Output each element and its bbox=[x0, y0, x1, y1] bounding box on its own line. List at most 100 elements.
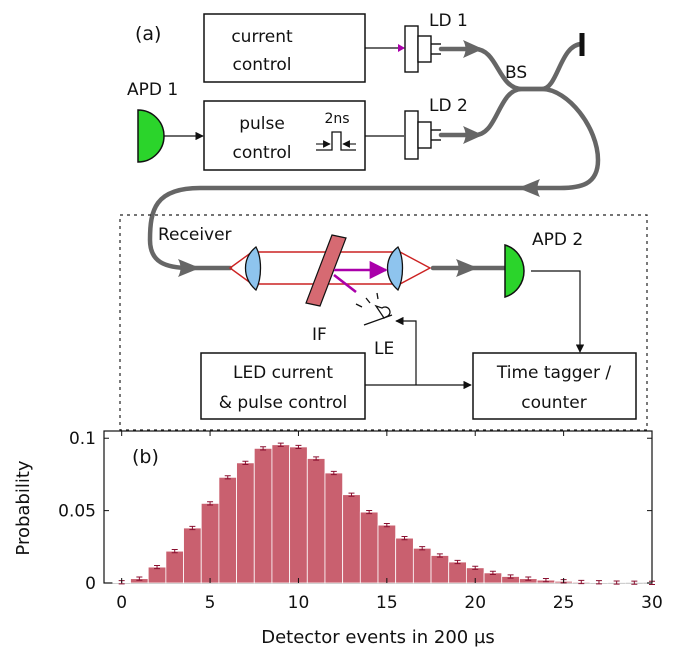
led-control-to-emitter-arrow bbox=[395, 316, 417, 385]
pulse-control-line2: control bbox=[233, 143, 292, 163]
chart-y-tick-label: 0 bbox=[85, 574, 96, 594]
chart-x-tick-label: 10 bbox=[288, 593, 310, 613]
chart-error-bar-6 bbox=[224, 475, 231, 480]
led-emitter-icon bbox=[355, 292, 393, 326]
ld2-label: LD 2 bbox=[429, 96, 468, 116]
chart-error-bar-20 bbox=[472, 565, 479, 570]
current-control-line2: control bbox=[233, 55, 292, 75]
apd1-detector-icon bbox=[137, 109, 165, 163]
chart-error-bar-23 bbox=[525, 576, 532, 581]
chart-error-bar-24 bbox=[542, 578, 549, 583]
receiver-label: Receiver bbox=[158, 225, 232, 245]
chart-error-bar-9 bbox=[277, 442, 284, 447]
chart-x-tick-label: 0 bbox=[116, 593, 127, 613]
chart-y-axis: 0 0.05 0.1 bbox=[58, 429, 652, 594]
chart-error-bar-27 bbox=[595, 580, 602, 585]
panel-b-chart: 0 5 10 15 20 25 30 0 0.05 0.1 (b) Detector event… bbox=[13, 429, 663, 648]
current-signal-arrowhead bbox=[398, 44, 405, 52]
chart-bar-19 bbox=[448, 561, 467, 584]
panel-a-label: (a) bbox=[135, 23, 161, 45]
chart-bar-15 bbox=[377, 524, 397, 584]
chart-bars bbox=[112, 444, 662, 584]
chart-error-bar-15 bbox=[383, 522, 390, 528]
time-tagger-line2: counter bbox=[521, 393, 586, 413]
chart-error-bar-4 bbox=[189, 525, 196, 531]
panel-a: (a) current control pulse control 2ns AP… bbox=[119, 11, 648, 431]
chart-bar-2 bbox=[147, 566, 167, 584]
apd1-label: APD 1 bbox=[127, 80, 178, 100]
chart-bar-9 bbox=[271, 444, 291, 584]
pulse-width-label: 2ns bbox=[324, 111, 349, 127]
ld2-laser-icon bbox=[404, 110, 441, 160]
chart-x-tick-label: 30 bbox=[641, 593, 663, 613]
chart-x-axis: 0 5 10 15 20 25 30 bbox=[116, 431, 663, 613]
chart-bar-18 bbox=[430, 555, 450, 584]
chart-bar-14 bbox=[359, 511, 379, 584]
apd2-detector-icon bbox=[504, 243, 525, 299]
fiber-direction-arrows bbox=[178, 40, 540, 277]
receiver-lens-left bbox=[244, 246, 262, 292]
chart-bar-8 bbox=[253, 447, 273, 584]
chart-error-bar-29 bbox=[631, 580, 638, 585]
time-tagger-box bbox=[472, 352, 637, 420]
led-control-line1: LED current bbox=[233, 363, 333, 383]
chart-y-tick-label: 0.05 bbox=[58, 502, 96, 522]
chart-error-bar-12 bbox=[330, 470, 337, 476]
chart-error-bar-21 bbox=[489, 570, 496, 575]
apd2-to-tagger-arrow bbox=[531, 270, 585, 353]
chart-error-bar-11 bbox=[313, 456, 320, 461]
ld1-laser-icon bbox=[404, 25, 441, 73]
chart-error-bar-26 bbox=[578, 579, 585, 585]
chart-x-tick-label: 5 bbox=[205, 593, 216, 613]
chart-x-tick-label: 25 bbox=[553, 593, 575, 613]
chart-error-bar-16 bbox=[401, 536, 408, 541]
chart-error-bar-17 bbox=[419, 546, 426, 551]
chart-y-axis-title: Probability bbox=[13, 460, 34, 555]
chart-bar-16 bbox=[395, 537, 414, 584]
interference-filter bbox=[305, 234, 347, 307]
chart-bar-10 bbox=[289, 446, 308, 584]
pulse-control-line1: pulse bbox=[239, 114, 285, 134]
led-control-line2: & pulse control bbox=[219, 393, 348, 413]
time-tagger-line1: Time tagger / bbox=[496, 363, 612, 383]
chart-error-bar-18 bbox=[436, 553, 443, 558]
if-label: IF bbox=[312, 325, 327, 345]
chart-error-bar-19 bbox=[454, 559, 461, 565]
bs-label: BS bbox=[505, 63, 527, 83]
chart-x-tick-label: 15 bbox=[376, 593, 398, 613]
fiber-ld2-path bbox=[147, 86, 601, 271]
apd2-label: APD 2 bbox=[532, 230, 583, 250]
chart-x-tick-label: 20 bbox=[464, 593, 486, 613]
chart-bar-4 bbox=[183, 527, 202, 584]
chart-bar-12 bbox=[324, 472, 344, 584]
pulse-shape-icon bbox=[316, 131, 356, 151]
chart-bar-7 bbox=[236, 462, 255, 584]
chart-error-bar-13 bbox=[348, 492, 355, 497]
chart-error-bar-1 bbox=[136, 576, 143, 581]
chart-error-bar-7 bbox=[242, 460, 249, 465]
le-label: LE bbox=[374, 339, 394, 359]
chart-bar-13 bbox=[342, 494, 361, 584]
receiver-lens-right bbox=[386, 246, 404, 292]
chart-error-bar-22 bbox=[507, 574, 514, 579]
led-control-box bbox=[200, 352, 366, 420]
chart-error-bar-8 bbox=[260, 446, 267, 451]
pulse-control-box bbox=[203, 100, 366, 171]
chart-bar-3 bbox=[165, 550, 184, 584]
chart-bar-5 bbox=[200, 502, 220, 584]
chart-error-bar-10 bbox=[295, 444, 302, 450]
chart-error-bar-5 bbox=[207, 501, 214, 506]
chart-error-bar-3 bbox=[171, 549, 178, 554]
current-control-box bbox=[203, 13, 366, 83]
chart-error-bars bbox=[118, 442, 655, 585]
chart-bar-11 bbox=[306, 458, 326, 584]
chart-bar-17 bbox=[412, 547, 432, 584]
chart-error-bar-28 bbox=[613, 580, 620, 585]
panel-b-label: (b) bbox=[132, 446, 159, 468]
chart-bar-6 bbox=[218, 476, 237, 584]
ld1-label: LD 1 bbox=[429, 11, 468, 31]
current-control-line1: current bbox=[231, 27, 293, 47]
led-reflection-line bbox=[333, 273, 357, 294]
chart-error-bar-2 bbox=[154, 564, 161, 570]
